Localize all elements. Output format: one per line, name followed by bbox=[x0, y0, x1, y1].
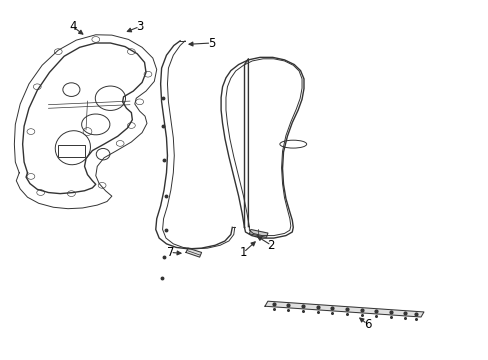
Text: 1: 1 bbox=[239, 246, 247, 259]
Bar bbox=[58, 145, 85, 157]
Text: 7: 7 bbox=[166, 246, 174, 259]
Polygon shape bbox=[264, 301, 423, 317]
Polygon shape bbox=[249, 229, 267, 237]
Text: 6: 6 bbox=[363, 318, 370, 331]
Text: 2: 2 bbox=[267, 239, 275, 252]
Text: 5: 5 bbox=[207, 36, 215, 50]
Text: 4: 4 bbox=[69, 20, 77, 33]
Polygon shape bbox=[185, 248, 201, 257]
Text: 3: 3 bbox=[136, 20, 143, 33]
